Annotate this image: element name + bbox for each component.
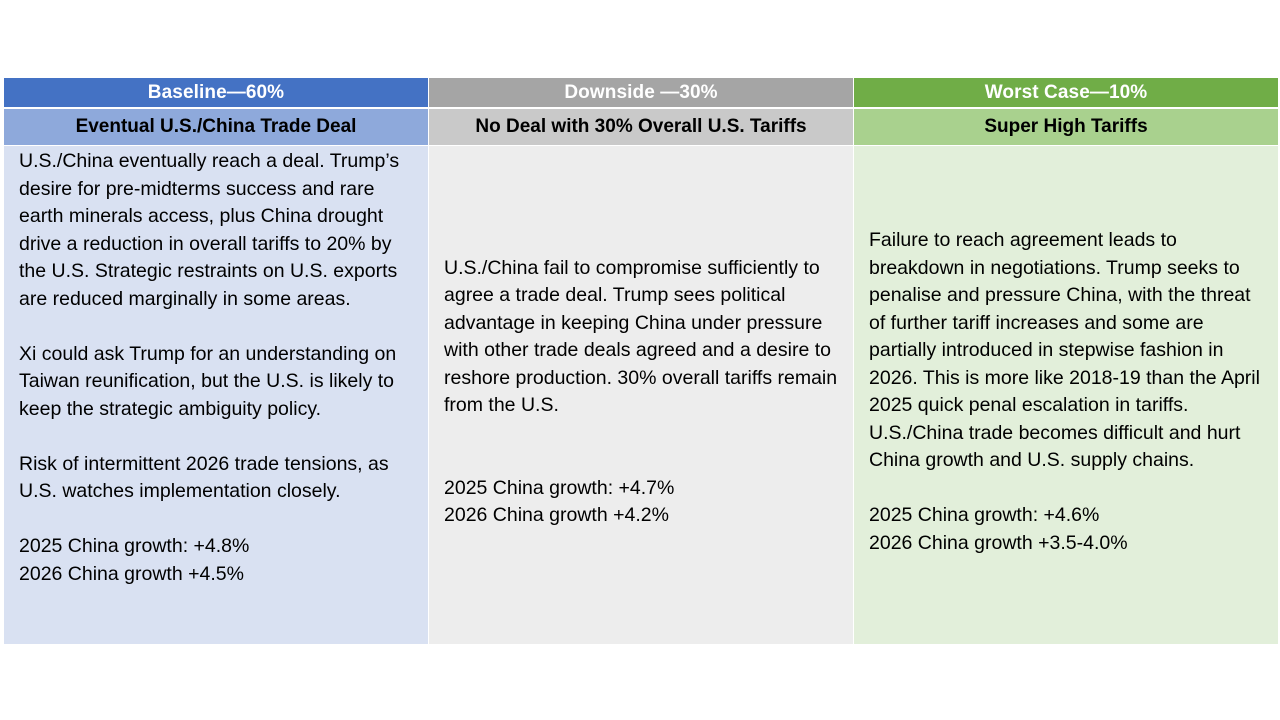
worst-case-header: Worst Case—10% — [854, 78, 1278, 107]
worst-case-subheader: Super High Tariffs — [854, 109, 1278, 145]
worst-case-growth-2025: 2025 China growth: +4.6% — [869, 504, 1100, 526]
baseline-header: Baseline—60% — [4, 78, 428, 107]
baseline-body: U.S./China eventually reach a deal. Trum… — [4, 146, 428, 644]
baseline-paragraph: Xi could ask Trump for an understanding … — [19, 342, 397, 420]
baseline-subheader: Eventual U.S./China Trade Deal — [4, 109, 428, 145]
downside-paragraph: U.S./China fail to compromise sufficient… — [444, 256, 838, 417]
worst-case-body: Failure to reach agreement leads to brea… — [854, 146, 1278, 644]
baseline-paragraph: U.S./China eventually reach a deal. Trum… — [19, 150, 400, 310]
downside-header: Downside —30% — [429, 78, 853, 107]
downside-growth-2026: 2026 China growth +4.2% — [444, 504, 669, 526]
worst-case-growth-2026: 2026 China growth +3.5-4.0% — [869, 531, 1128, 554]
downside-growth-2025: 2025 China growth: +4.7% — [444, 476, 675, 499]
baseline-growth-2025: 2025 China growth: +4.8% — [19, 535, 250, 557]
worst-case-paragraph: Failure to reach agreement leads to brea… — [869, 229, 1260, 471]
baseline-growth-2026: 2026 China growth +4.5% — [19, 562, 244, 585]
scenario-table: Baseline—60% Downside —30% Worst Case—10… — [4, 78, 1278, 644]
downside-subheader: No Deal with 30% Overall U.S. Tariffs — [429, 109, 853, 145]
downside-body: U.S./China fail to compromise sufficient… — [429, 146, 853, 644]
baseline-paragraph: Risk of intermittent 2026 trade tensions… — [19, 452, 389, 503]
